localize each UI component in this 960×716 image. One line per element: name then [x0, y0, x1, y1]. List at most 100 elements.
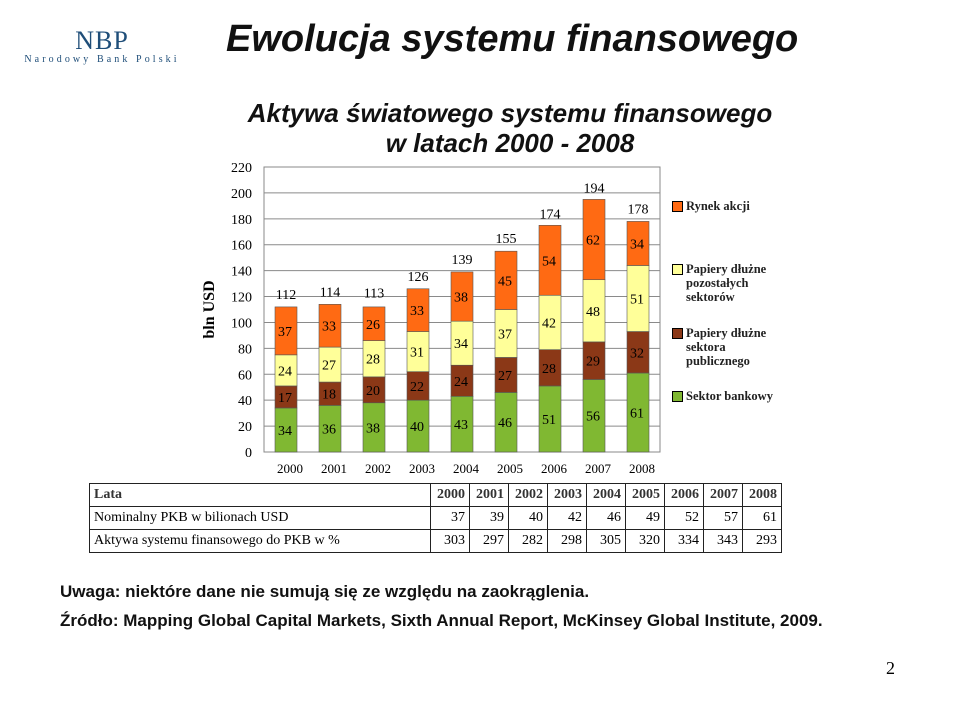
table-year: 2004 [586, 483, 626, 507]
table-cell: 57 [703, 506, 743, 530]
chart-title: Aktywa światowego systemu finansowego w … [150, 98, 870, 158]
y-tick-label: 200 [231, 187, 252, 202]
data-label: 24 [454, 375, 468, 390]
table-year: 2007 [703, 483, 743, 507]
bar-segment [362, 306, 386, 341]
legend-swatch [672, 391, 683, 402]
data-label: 36 [322, 423, 336, 438]
data-label: 43 [454, 418, 468, 433]
data-label: 18 [322, 388, 336, 403]
data-label: 26 [366, 318, 380, 333]
x-tick-label: 2001 [321, 461, 347, 476]
table-row: Nominalny PKB w bilionach USD 37 39 40 4… [89, 506, 782, 530]
rounding-note: Uwaga: niektóre dane nie sumują się ze w… [60, 582, 590, 601]
x-tick-label: 2008 [629, 461, 655, 476]
table-cell: 320 [625, 529, 665, 553]
table-cell: 37 [430, 506, 470, 530]
y-tick-label: 120 [231, 291, 252, 306]
bar-segment [582, 199, 606, 281]
total-label: 126 [408, 270, 429, 285]
table-cell: 61 [742, 506, 782, 530]
table-year: 2005 [625, 483, 665, 507]
y-tick-label: 140 [231, 265, 252, 280]
bar-segment [494, 250, 518, 310]
y-tick-label: 220 [231, 161, 252, 176]
data-label: 24 [278, 364, 292, 379]
data-label: 42 [542, 316, 556, 331]
chart-title-line2: w latach 2000 - 2008 [385, 128, 635, 158]
legend-label: Sektor bankowy [686, 389, 773, 403]
data-label: 38 [454, 291, 468, 306]
data-label: 40 [410, 420, 424, 435]
table-cell: 303 [430, 529, 470, 553]
y-tick-label: 160 [231, 239, 252, 254]
bar-segment [318, 304, 342, 348]
legend-label: Papiery dłużne pozostałych sektorów [686, 262, 767, 304]
table-cell: 305 [586, 529, 626, 553]
x-tick-label: 2002 [365, 461, 391, 476]
legend-item-papiery-pozostalych: Papiery dłużne pozostałych sektorów [668, 262, 788, 304]
x-tick-label: 2003 [409, 461, 435, 476]
page-number: 2 [886, 658, 895, 678]
table-year: 2002 [508, 483, 548, 507]
table-cell: 46 [586, 506, 626, 530]
data-label: 27 [498, 369, 512, 384]
y-tick-label: 0 [245, 446, 252, 461]
legend-label: Papiery dłużne sektora publicznego [686, 326, 767, 368]
y-tick-label: 180 [231, 213, 252, 228]
data-label: 27 [322, 359, 336, 374]
total-label: 174 [540, 208, 561, 223]
nbp-logo: NBP Narodowy Bank Polski [18, 26, 186, 65]
data-label: 28 [366, 353, 380, 368]
legend-swatch [672, 264, 683, 275]
total-label: 155 [496, 232, 517, 247]
data-label: 20 [366, 384, 380, 399]
table-row-label: Nominalny PKB w bilionach USD [89, 506, 431, 530]
y-tick-label: 60 [238, 368, 252, 383]
data-label: 51 [542, 413, 556, 428]
table-cell: 334 [664, 529, 704, 553]
bar-segment [450, 271, 474, 322]
table-cell: 282 [508, 529, 548, 553]
data-label: 54 [542, 254, 556, 269]
data-label: 34 [278, 424, 292, 439]
x-tick-label: 2000 [277, 461, 303, 476]
data-label: 33 [322, 320, 336, 335]
table-header-label: Lata [89, 483, 431, 507]
y-tick-label: 40 [238, 394, 252, 409]
table-cell: 343 [703, 529, 743, 553]
data-label: 56 [586, 410, 600, 425]
x-tick-label: 2004 [453, 461, 480, 476]
source-note: Źródło: Mapping Global Capital Markets, … [60, 611, 823, 630]
data-label: 37 [498, 327, 512, 342]
table-year: 2003 [547, 483, 587, 507]
total-label: 178 [628, 202, 649, 217]
data-label: 48 [586, 305, 600, 320]
table-row: Aktywa systemu finansowego do PKB w % 30… [89, 529, 782, 553]
data-label: 29 [586, 355, 600, 370]
bar-segment [626, 221, 650, 266]
chart-title-line1: Aktywa światowego systemu finansowego [247, 98, 773, 128]
table-cell: 297 [469, 529, 509, 553]
data-label: 22 [410, 380, 424, 395]
table-cell: 52 [664, 506, 704, 530]
x-tick-label: 2007 [585, 461, 612, 476]
legend-item-papiery-publicznego: Papiery dłużne sektora publicznego [668, 326, 788, 368]
table-cell: 49 [625, 506, 665, 530]
bar-segment [274, 306, 298, 356]
logo-text: NBP [75, 26, 129, 55]
y-tick-label: 100 [231, 316, 252, 331]
data-label: 62 [586, 234, 600, 249]
table-row-label: Aktywa systemu finansowego do PKB w % [89, 529, 431, 553]
bar-segment [538, 224, 562, 296]
data-label: 61 [630, 406, 644, 421]
x-tick-label: 2005 [497, 461, 523, 476]
data-label: 32 [630, 346, 644, 361]
data-label: 51 [630, 292, 644, 307]
data-label: 33 [410, 304, 424, 319]
y-axis-title: bln USD [201, 280, 218, 338]
table-cell: 39 [469, 506, 509, 530]
data-label: 28 [542, 362, 556, 377]
data-label: 38 [366, 421, 380, 436]
